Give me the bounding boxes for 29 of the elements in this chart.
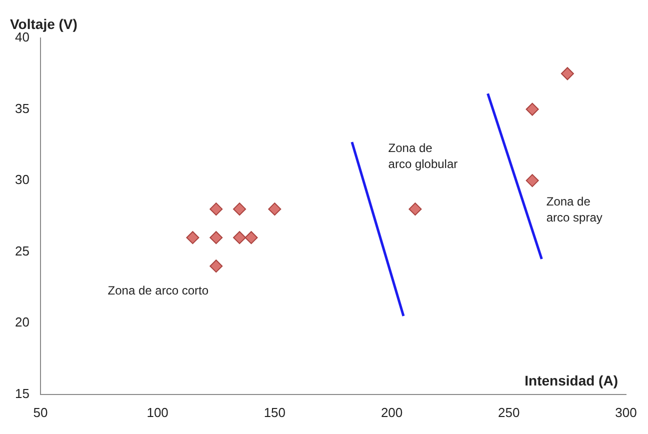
- y-tick-label: 20: [14, 314, 30, 330]
- point: [233, 231, 246, 244]
- point: [210, 260, 223, 273]
- x-tick-label: 150: [264, 404, 286, 420]
- y-tick-label: 15: [14, 386, 30, 401]
- y-tick-label: 25: [14, 243, 30, 258]
- annotation: Zona de arco corto: [108, 283, 209, 298]
- x-axis-title: Intensidad (A): [524, 372, 618, 388]
- x-tick-label: 50: [33, 404, 48, 420]
- point: [210, 231, 223, 244]
- y-axis-title: Voltaje (V): [10, 16, 78, 32]
- point: [560, 67, 574, 80]
- x-tick-label: 100: [146, 404, 168, 420]
- x-tick-label: 250: [498, 404, 520, 420]
- point: [408, 202, 422, 216]
- point: [526, 102, 539, 116]
- point: [186, 231, 200, 244]
- y-tick-label: 40: [14, 30, 30, 45]
- point: [244, 231, 258, 244]
- point: [526, 174, 539, 188]
- y-tick-label: 35: [14, 100, 30, 116]
- annotation: Zona de arco globular: [388, 140, 458, 171]
- point: [233, 202, 246, 216]
- x-tick-label: 200: [380, 404, 403, 420]
- annotation: Zona de arco spray: [546, 194, 602, 224]
- x-tick-label: 300: [615, 404, 637, 420]
- y-tick-label: 30: [14, 172, 30, 188]
- point: [268, 202, 282, 216]
- point: [210, 202, 223, 216]
